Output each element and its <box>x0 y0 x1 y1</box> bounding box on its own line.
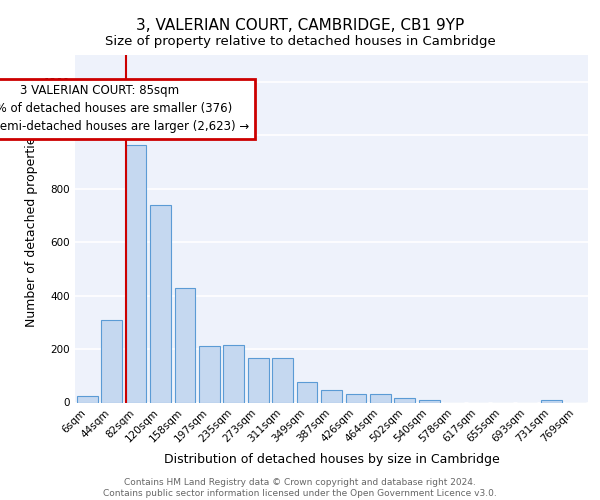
Y-axis label: Number of detached properties: Number of detached properties <box>25 130 38 327</box>
Bar <box>125 144 146 402</box>
X-axis label: Distribution of detached houses by size in Cambridge: Distribution of detached houses by size … <box>164 452 499 466</box>
Bar <box>272 358 293 403</box>
Text: 3, VALERIAN COURT, CAMBRIDGE, CB1 9YP: 3, VALERIAN COURT, CAMBRIDGE, CB1 9YP <box>136 18 464 32</box>
Bar <box>296 382 317 402</box>
Text: Contains HM Land Registry data © Crown copyright and database right 2024.
Contai: Contains HM Land Registry data © Crown c… <box>103 478 497 498</box>
Bar <box>77 396 98 402</box>
Bar <box>199 346 220 403</box>
Bar <box>321 390 342 402</box>
Bar <box>394 398 415 402</box>
Text: Size of property relative to detached houses in Cambridge: Size of property relative to detached ho… <box>104 35 496 48</box>
Bar <box>248 358 269 403</box>
Bar <box>223 345 244 403</box>
Bar <box>419 400 440 402</box>
Bar <box>101 320 122 402</box>
Bar <box>346 394 367 402</box>
Text: 3 VALERIAN COURT: 85sqm
← 12% of detached houses are smaller (376)
87% of semi-d: 3 VALERIAN COURT: 85sqm ← 12% of detache… <box>0 84 250 134</box>
Bar <box>150 204 171 402</box>
Bar <box>541 400 562 402</box>
Bar <box>370 394 391 402</box>
Bar <box>175 288 196 403</box>
